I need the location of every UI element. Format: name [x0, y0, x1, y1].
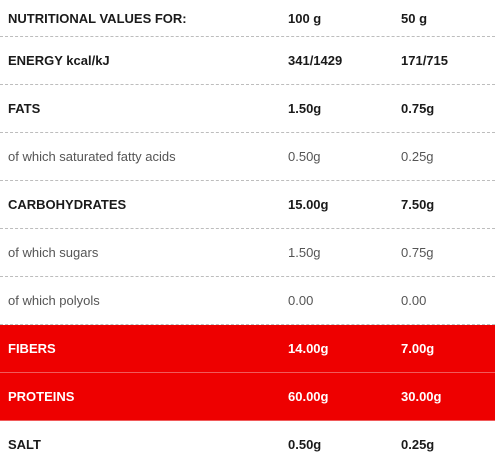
row-label: FIBERS — [8, 341, 56, 356]
row-value-100g: 60.00g — [288, 389, 329, 404]
nutrition-table: NUTRITIONAL VALUES FOR: 100 g 50 g ENERG… — [0, 0, 495, 467]
row-label: FATS — [8, 101, 41, 116]
row-value-100g: 15.00g — [288, 197, 329, 212]
table-row-fibers: FIBERS 14.00g 7.00g — [0, 325, 495, 373]
row-value-50g: 0.25g — [401, 436, 435, 452]
table-row-carbohydrates: CARBOHYDRATES 15.00g 7.50g — [0, 181, 495, 229]
header-50g: 50 g — [401, 10, 428, 26]
row-value-50g: 0.75g — [401, 101, 435, 116]
row-label: of which sugars — [8, 245, 99, 260]
row-label: of which saturated fatty acids — [8, 149, 176, 164]
row-value-50g: 7.00g — [401, 341, 435, 356]
header-100g: 100 g — [288, 10, 322, 26]
header-label: NUTRITIONAL VALUES FOR: — [8, 10, 187, 26]
row-value-100g: 341/1429 — [288, 53, 343, 68]
row-label: CARBOHYDRATES — [8, 197, 127, 212]
row-value-100g: 0.50g — [288, 149, 321, 164]
table-row-fats: FATS 1.50g 0.75g — [0, 85, 495, 133]
table-row-polyols: of which polyols 0.00 0.00 — [0, 277, 495, 325]
table-row-salt: SALT 0.50g 0.25g — [0, 421, 495, 467]
row-value-100g: 0.50g — [288, 436, 322, 452]
table-header-row: NUTRITIONAL VALUES FOR: 100 g 50 g — [0, 0, 495, 37]
table-row-sugars: of which sugars 1.50g 0.75g — [0, 229, 495, 277]
row-value-50g: 171/715 — [401, 53, 448, 68]
row-label: ENERGY kcal/kJ — [8, 53, 110, 68]
row-value-50g: 0.75g — [401, 245, 434, 260]
row-label: of which polyols — [8, 293, 100, 308]
row-label: SALT — [8, 436, 41, 452]
row-value-50g: 30.00g — [401, 389, 442, 404]
row-value-50g: 0.00 — [401, 293, 427, 308]
row-value-100g: 14.00g — [288, 341, 329, 356]
row-value-100g: 1.50g — [288, 245, 321, 260]
row-value-100g: 0.00 — [288, 293, 314, 308]
table-row-energy: ENERGY kcal/kJ 341/1429 171/715 — [0, 37, 495, 85]
table-row-proteins: PROTEINS 60.00g 30.00g — [0, 373, 495, 421]
table-row-saturated-fatty-acids: of which saturated fatty acids 0.50g 0.2… — [0, 133, 495, 181]
row-value-50g: 7.50g — [401, 197, 435, 212]
row-value-50g: 0.25g — [401, 149, 434, 164]
row-label: PROTEINS — [8, 389, 75, 404]
row-value-100g: 1.50g — [288, 101, 322, 116]
